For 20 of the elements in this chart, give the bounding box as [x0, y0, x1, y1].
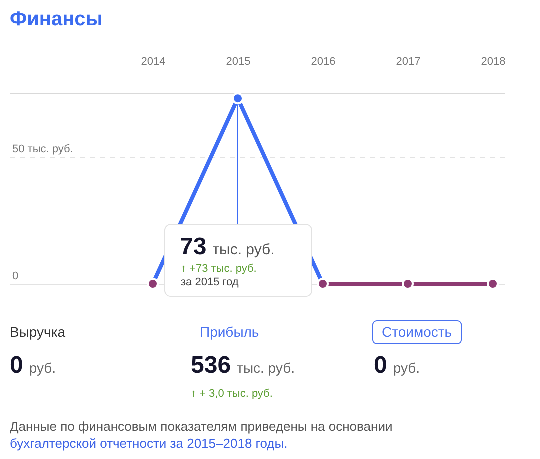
x-tick-label: 2014 [141, 56, 166, 68]
text: Выручка [10, 324, 66, 340]
x-tick-label: 2016 [311, 56, 336, 68]
text: 536 тыс. руб. [191, 352, 295, 379]
text: Данные по финансовым показателям приведены на основании [10, 419, 393, 434]
text: Стоимость [382, 324, 452, 340]
text: 0 руб. [374, 352, 420, 379]
x-tick-label: 2018 [481, 56, 506, 68]
text: Прибыль [200, 324, 260, 340]
y-tick-label: 0 [12, 270, 19, 282]
annotation: ↑ +73 тыс. руб. [181, 263, 257, 276]
y-tick-label: 50 тыс. руб. [12, 144, 74, 156]
text: 0 руб. [10, 352, 56, 379]
annotation: за 2015 год [181, 276, 240, 289]
text: бухгалтерской отчетности за 2015–2018 годы. [10, 436, 288, 451]
annotation: 73 тыс. руб. [180, 234, 275, 261]
x-tick-label: 2017 [396, 56, 421, 68]
text: ↑ + 3,0 тыс. руб. [191, 388, 273, 400]
x-tick-label: 2015 [226, 56, 251, 68]
chart-title: Финансы [10, 8, 103, 30]
